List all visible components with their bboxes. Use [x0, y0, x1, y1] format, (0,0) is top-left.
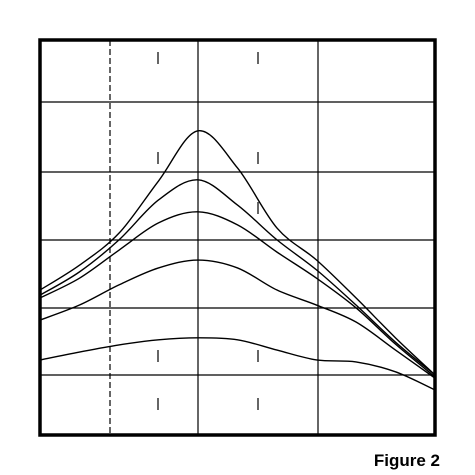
grid	[40, 40, 435, 435]
curve	[39, 179, 436, 376]
curves	[39, 130, 436, 391]
curve	[39, 337, 436, 391]
curve	[39, 130, 436, 376]
tick-dashes	[157, 52, 259, 410]
curve	[39, 259, 436, 379]
curve	[39, 211, 436, 378]
frame	[38, 38, 437, 437]
figure-label: Figure 2	[374, 451, 440, 470]
